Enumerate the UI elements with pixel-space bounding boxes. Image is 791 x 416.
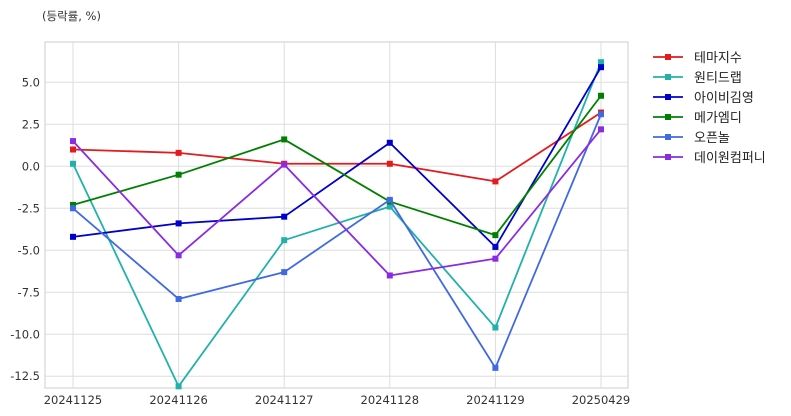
series-line xyxy=(72,66,602,248)
data-point xyxy=(70,205,76,212)
legend-swatch-marker xyxy=(665,54,671,60)
x-tick-label: 20241125 xyxy=(44,393,103,407)
legend-swatch-marker xyxy=(665,154,671,160)
legend-item: 테마지수 xyxy=(653,51,742,66)
data-point xyxy=(175,220,182,227)
data-point xyxy=(281,269,288,276)
y-tick-label: -7.5 xyxy=(18,285,40,299)
data-point xyxy=(175,383,182,390)
x-tick-label: 20250429 xyxy=(572,393,631,407)
data-point xyxy=(281,161,288,168)
series-group xyxy=(70,59,604,390)
grid xyxy=(45,42,628,388)
y-unit-label: (등락률, %) xyxy=(42,9,101,23)
data-point xyxy=(492,243,499,250)
legend-swatch-marker xyxy=(665,114,671,120)
legend-label: 원티드랩 xyxy=(694,71,742,86)
series-line xyxy=(72,61,602,388)
legend-item: 원티드랩 xyxy=(653,71,742,86)
x-tick-label: 20241126 xyxy=(149,393,208,407)
legend-label: 아이비김영 xyxy=(694,91,754,106)
data-point xyxy=(386,272,393,279)
data-point xyxy=(175,252,182,259)
legend-label: 데이원컴퍼니 xyxy=(694,151,766,166)
series-line xyxy=(72,128,602,277)
data-point xyxy=(175,295,182,302)
y-tick-label: 0.0 xyxy=(22,159,40,173)
y-tick-label: -2.5 xyxy=(18,201,40,215)
data-point xyxy=(386,160,393,167)
data-point xyxy=(386,196,393,203)
data-point xyxy=(70,160,76,167)
data-point xyxy=(70,146,76,153)
y-tick-label: -10.0 xyxy=(10,327,40,341)
data-point xyxy=(70,233,76,240)
series-line xyxy=(72,113,602,369)
y-tick-label: -5.0 xyxy=(18,243,40,257)
legend-item: 아이비김영 xyxy=(653,91,754,106)
data-point xyxy=(175,149,182,156)
data-point xyxy=(70,201,76,208)
legend-item: 메가엠디 xyxy=(653,111,742,126)
data-point xyxy=(598,64,604,71)
data-point xyxy=(175,171,182,178)
data-point xyxy=(70,138,76,145)
legend-label: 테마지수 xyxy=(694,51,742,66)
series-2 xyxy=(70,59,604,390)
legend-label: 메가엠디 xyxy=(694,111,742,126)
data-point xyxy=(492,178,499,185)
series-line xyxy=(72,111,602,183)
data-point xyxy=(386,203,393,210)
data-point xyxy=(386,139,393,146)
data-point xyxy=(598,111,604,118)
legend-swatch-marker xyxy=(665,74,671,80)
series-5 xyxy=(70,111,604,371)
data-point xyxy=(598,59,604,66)
legend-label: 오픈놀 xyxy=(694,131,730,146)
data-point xyxy=(492,324,499,331)
data-point xyxy=(492,232,499,239)
y-tick-label: -12.5 xyxy=(10,369,40,383)
series-6 xyxy=(70,126,604,279)
series-line xyxy=(72,95,602,237)
data-point xyxy=(492,364,499,371)
x-tick-label: 20241127 xyxy=(255,393,314,407)
y-tick-label: 2.5 xyxy=(22,117,40,131)
data-point xyxy=(281,136,288,143)
data-point xyxy=(281,213,288,220)
legend-item: 오픈놀 xyxy=(653,131,730,146)
x-tick-label: 20241128 xyxy=(361,393,420,407)
data-point xyxy=(598,92,604,99)
legend-item: 데이원컴퍼니 xyxy=(653,151,766,166)
y-axis-ticks: -12.5 -10.0 -7.5 -5.0 -2.5 0.0 2.5 5.0 xyxy=(10,75,40,383)
series-3 xyxy=(70,64,604,250)
legend-swatch-marker xyxy=(665,94,671,100)
data-point xyxy=(281,237,288,244)
legend-swatch-marker xyxy=(665,134,671,140)
data-point xyxy=(492,255,499,262)
x-tick-label: 20241129 xyxy=(466,393,525,407)
x-axis-ticks: 20241125 20241126 20241127 20241128 20241129… xyxy=(44,393,631,407)
data-point xyxy=(598,126,604,133)
y-tick-label: 5.0 xyxy=(22,75,40,89)
